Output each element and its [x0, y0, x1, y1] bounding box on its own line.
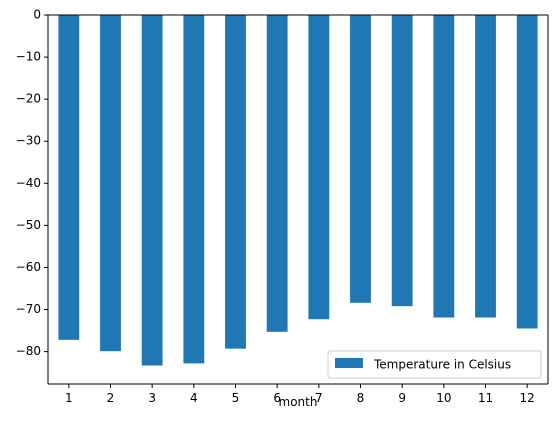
legend-label: Temperature in Celsius — [373, 358, 511, 372]
bar-month-10 — [433, 15, 455, 318]
legend-frame — [327, 350, 542, 379]
x-tick-label: 7 — [315, 391, 323, 405]
bar-month-12 — [516, 15, 538, 329]
y-tick-label: 0 — [33, 8, 41, 22]
bar-month-4 — [183, 15, 205, 364]
x-tick-label: 11 — [478, 391, 493, 405]
x-tick-label: 2 — [107, 391, 115, 405]
y-tick-label: −10 — [16, 50, 41, 64]
x-tick-label: 6 — [273, 391, 281, 405]
axes-layer — [47, 14, 549, 385]
bar-month-2 — [100, 15, 121, 352]
x-tick-label: 3 — [148, 391, 156, 405]
y-tick-label: −20 — [16, 92, 41, 106]
y-tick-label: −80 — [16, 344, 41, 358]
legend: Temperature in Celsius — [327, 350, 542, 379]
bar-month-1 — [58, 15, 80, 340]
bar-month-9 — [391, 15, 413, 307]
x-tick-label: 8 — [357, 391, 365, 405]
x-tick-label: 9 — [398, 391, 406, 405]
y-ticks-layer: 0 −10 −20 −30 −40 −50 −60 −70 −80 — [16, 8, 48, 358]
y-tick-label: −60 — [16, 260, 41, 274]
bars-layer — [58, 15, 538, 366]
y-tick-label: −40 — [16, 176, 41, 190]
y-tick-label: −70 — [16, 302, 41, 316]
x-tick-label: 1 — [65, 391, 73, 405]
x-ticks-layer: 1 2 3 4 5 6 7 8 9 10 11 12 — [65, 384, 535, 405]
x-tick-label: 12 — [520, 391, 535, 405]
x-tick-label: 5 — [232, 391, 240, 405]
x-tick-label: 4 — [190, 391, 198, 405]
bar-month-5 — [225, 15, 246, 349]
bar-month-3 — [141, 15, 163, 366]
x-axis-label: month — [279, 395, 318, 409]
y-tick-label: −30 — [16, 134, 41, 148]
y-tick-label: −50 — [16, 218, 41, 232]
x-tick-label: 10 — [436, 391, 451, 405]
bar-month-6 — [266, 15, 288, 332]
bar-month-8 — [350, 15, 371, 303]
bar-month-7 — [308, 15, 330, 320]
bar-month-11 — [475, 15, 496, 318]
legend-swatch — [335, 358, 363, 368]
